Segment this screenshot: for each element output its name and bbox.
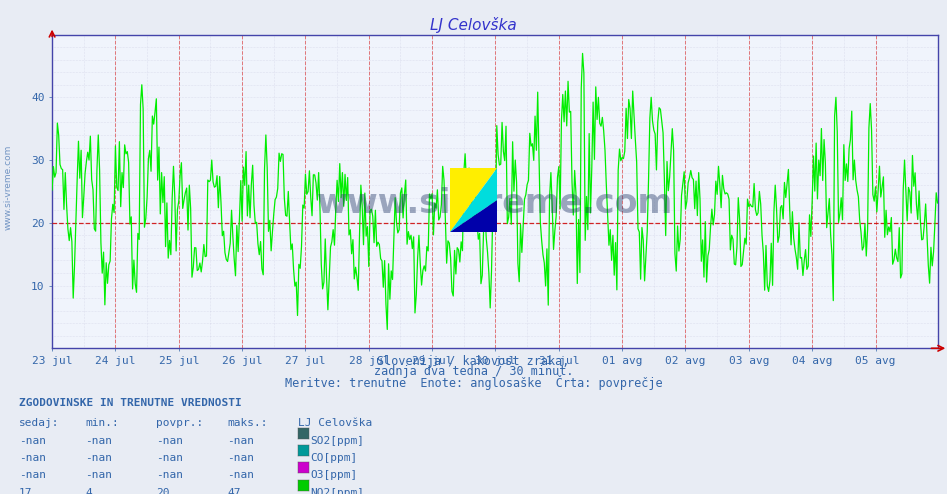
Text: -nan: -nan bbox=[227, 453, 255, 463]
Text: SO2[ppm]: SO2[ppm] bbox=[311, 436, 365, 446]
Text: www.si-vreme.com: www.si-vreme.com bbox=[316, 187, 673, 220]
Text: Meritve: trenutne  Enote: anglosaške  Črta: povprečje: Meritve: trenutne Enote: anglosaške Črta… bbox=[285, 375, 662, 390]
Text: -nan: -nan bbox=[85, 453, 113, 463]
Text: maks.:: maks.: bbox=[227, 418, 268, 428]
Text: -nan: -nan bbox=[156, 470, 184, 480]
Polygon shape bbox=[450, 168, 497, 232]
Text: -nan: -nan bbox=[227, 470, 255, 480]
Text: -nan: -nan bbox=[19, 470, 46, 480]
Text: O3[ppm]: O3[ppm] bbox=[311, 470, 358, 480]
Polygon shape bbox=[450, 168, 497, 232]
Text: ZGODOVINSKE IN TRENUTNE VREDNOSTI: ZGODOVINSKE IN TRENUTNE VREDNOSTI bbox=[19, 398, 241, 408]
Text: NO2[ppm]: NO2[ppm] bbox=[311, 488, 365, 494]
Text: min.:: min.: bbox=[85, 418, 119, 428]
Text: sedaj:: sedaj: bbox=[19, 418, 60, 428]
Polygon shape bbox=[450, 200, 497, 232]
Text: 17: 17 bbox=[19, 488, 32, 494]
Text: -nan: -nan bbox=[156, 436, 184, 446]
Text: -nan: -nan bbox=[19, 453, 46, 463]
Text: -nan: -nan bbox=[19, 436, 46, 446]
Text: www.si-vreme.com: www.si-vreme.com bbox=[4, 145, 13, 230]
Text: Slovenija / kakovost zraka,: Slovenija / kakovost zraka, bbox=[377, 355, 570, 368]
Text: povpr.:: povpr.: bbox=[156, 418, 204, 428]
Text: CO[ppm]: CO[ppm] bbox=[311, 453, 358, 463]
Text: 20: 20 bbox=[156, 488, 170, 494]
Text: LJ Celovška: LJ Celovška bbox=[430, 17, 517, 33]
Text: -nan: -nan bbox=[156, 453, 184, 463]
Text: -nan: -nan bbox=[85, 436, 113, 446]
Text: 47: 47 bbox=[227, 488, 241, 494]
Text: -nan: -nan bbox=[85, 470, 113, 480]
Text: 4: 4 bbox=[85, 488, 92, 494]
Text: LJ Celovška: LJ Celovška bbox=[298, 418, 372, 428]
Text: -nan: -nan bbox=[227, 436, 255, 446]
Text: zadnja dva tedna / 30 minut.: zadnja dva tedna / 30 minut. bbox=[374, 365, 573, 378]
